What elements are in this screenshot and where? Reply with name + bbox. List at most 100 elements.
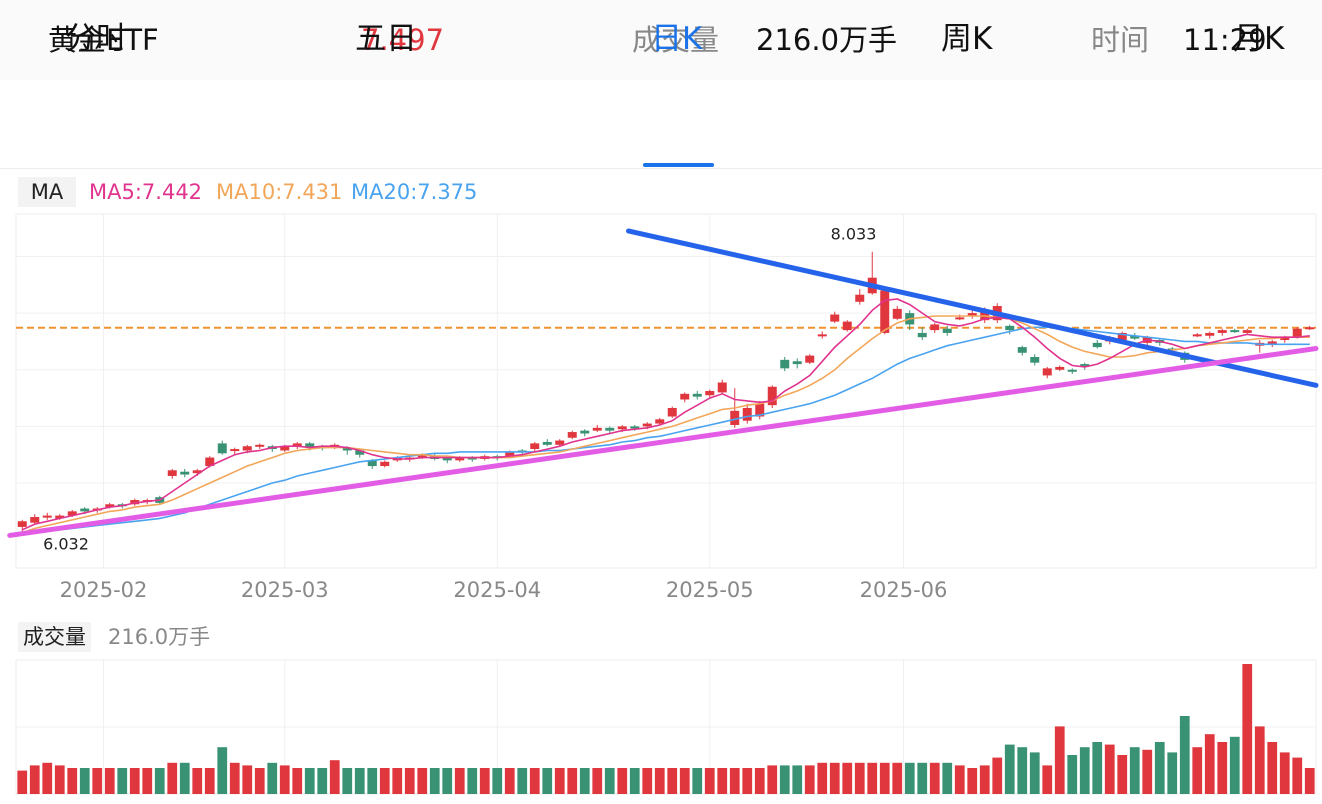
tab-intraday[interactable]: 分时	[65, 21, 127, 57]
candle-body	[1242, 330, 1252, 333]
volume-bar	[904, 762, 915, 794]
volume-bar	[842, 762, 853, 794]
volume-bar	[954, 765, 965, 794]
volume-bar	[204, 768, 215, 794]
candle-body	[667, 407, 677, 417]
candle-body	[455, 457, 465, 461]
candle-body	[67, 511, 77, 516]
volume-bar	[342, 768, 353, 794]
volume-bar	[692, 768, 703, 794]
candle-body	[442, 457, 452, 461]
security-name: 黄金ETF	[48, 23, 159, 57]
candle-body	[730, 410, 740, 425]
candle-body	[830, 314, 840, 322]
candle-body	[1205, 332, 1215, 336]
x-tick-label: 2025-05	[666, 578, 754, 602]
candle-body	[805, 355, 815, 363]
volume-bar	[592, 768, 603, 794]
volume-bar	[67, 768, 78, 794]
volume-bar	[329, 760, 340, 794]
volume-bar	[1192, 747, 1203, 794]
volume-bar	[304, 768, 315, 794]
max-price-annotation: 8.033	[831, 224, 877, 243]
volume-bar	[704, 768, 715, 794]
volume-bar	[1079, 747, 1090, 794]
candle-body	[1267, 341, 1277, 345]
volume-bar	[1229, 736, 1240, 794]
legend-ma10: MA10:7.431	[216, 180, 343, 204]
volume-bar	[579, 768, 590, 794]
volume-bar	[654, 768, 665, 794]
candle-body	[967, 313, 977, 316]
tab-five-day[interactable]: 五日	[355, 21, 417, 57]
candle-body	[1192, 334, 1202, 337]
candle-body	[942, 328, 952, 333]
volume-bar	[317, 768, 328, 794]
candle-body	[292, 443, 302, 447]
volume-bar	[542, 768, 553, 794]
x-tick-label: 2025-04	[453, 578, 541, 602]
ma-indicator-tag[interactable]: MA	[18, 177, 76, 207]
candle-body	[1305, 327, 1315, 330]
candle-body	[55, 515, 65, 519]
candle-body	[467, 457, 477, 460]
candle-body	[305, 443, 315, 448]
volume-bar	[1054, 726, 1065, 794]
volume-bar	[117, 768, 128, 794]
volume-bar	[79, 768, 90, 794]
volume-bar	[867, 762, 878, 794]
volume-bar	[1117, 755, 1128, 794]
candle-body	[1055, 366, 1065, 370]
volume-bar	[454, 768, 465, 794]
tab-weekly-k[interactable]: 周K	[941, 21, 993, 57]
trendline-down	[626, 228, 1319, 388]
candle-body	[217, 443, 227, 454]
divider	[0, 168, 1322, 169]
volume-bar	[92, 768, 103, 794]
volume-bar	[529, 768, 540, 794]
candle-body	[255, 444, 265, 447]
volume-bar	[892, 762, 903, 794]
tab-monthly-k[interactable]: 月K	[1233, 21, 1285, 57]
candle-body	[105, 504, 115, 508]
candle-body	[555, 440, 565, 445]
volume-bar	[504, 768, 515, 794]
candle-body	[1280, 337, 1290, 341]
volume-bar	[1292, 757, 1303, 794]
volume-bar	[192, 768, 203, 794]
volume-bar	[642, 768, 653, 794]
volume-bar	[467, 768, 478, 794]
time-label: 时间	[1091, 23, 1150, 57]
candle-body	[355, 450, 365, 455]
candle-body	[1230, 330, 1240, 333]
volume-bar	[1179, 716, 1190, 794]
volume-bar	[792, 765, 803, 794]
candle-body	[880, 290, 890, 333]
x-tick-label: 2025-06	[860, 578, 948, 602]
candle-body	[1042, 368, 1052, 376]
volume-indicator-tag[interactable]: 成交量	[18, 622, 91, 652]
volume-bar	[1304, 768, 1315, 794]
volume-bar	[1017, 747, 1028, 794]
volume-bar	[179, 762, 190, 794]
candle-body	[1217, 330, 1227, 333]
candle-body	[1017, 347, 1027, 353]
volume-panel-label: 成交量	[23, 625, 86, 649]
x-tick-label: 2025-02	[60, 578, 148, 602]
volume-bar	[1254, 726, 1265, 794]
volume-bar	[567, 768, 578, 794]
candle-body	[955, 317, 965, 320]
candle-body	[342, 447, 352, 451]
candle-body	[42, 515, 52, 518]
candle-body	[1005, 325, 1015, 331]
candle-body	[580, 430, 590, 434]
trendline-up	[7, 346, 1319, 538]
volume-bar	[979, 765, 990, 794]
volume-bar	[392, 768, 403, 794]
volume-bar	[129, 768, 140, 794]
tab-daily-k[interactable]: 日K	[651, 21, 703, 57]
volume-bar	[217, 747, 228, 794]
candle-body	[80, 508, 90, 512]
volume-bar	[754, 768, 765, 794]
